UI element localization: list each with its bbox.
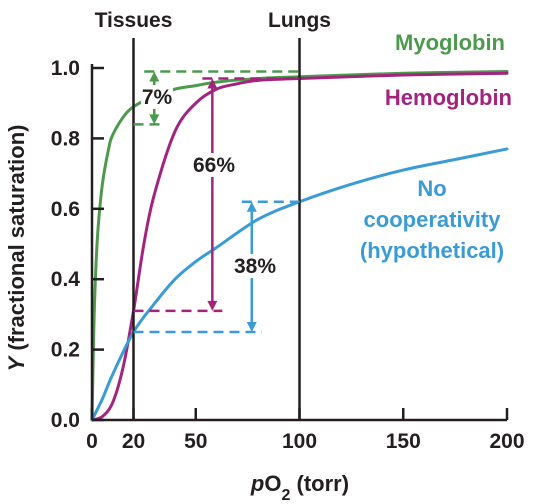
myoglobin-series-label: Myoglobin [395, 30, 505, 55]
hemoglobin-curve [90, 71, 509, 422]
x-axis-label-suffix: (torr) [290, 471, 349, 496]
labels-layer: Tissues Lungs pO2 (torr) Y (fractional satu… [4, 9, 512, 504]
x-tick-label: 0 [86, 430, 98, 453]
y-tick-label: 0.4 [51, 268, 81, 291]
y-axis-label: Y (fractional saturation) [4, 125, 29, 372]
hemoglobin-series-label: Hemoglobin [385, 85, 512, 110]
y-tick-label: 0.8 [51, 127, 81, 150]
hemoglobin-arrowhead-down [207, 300, 218, 311]
no_coop-pct-label: 38% [234, 255, 276, 278]
x-tick-label: 50 [184, 430, 207, 453]
y-axis-label-text: (fractional saturation) [4, 125, 29, 357]
no_coop-pct-bg [232, 254, 278, 278]
y-tick-label: 1.0 [51, 57, 80, 80]
myoglobin-pct-label: 7% [142, 86, 173, 109]
y-tick-label: 0.6 [51, 198, 80, 221]
x-axis-label-main: O [264, 471, 281, 496]
myoglobin-arrowhead-down [149, 114, 160, 125]
myoglobin-arrowhead-up [149, 71, 160, 82]
no_coop-curve [90, 147, 509, 422]
lungs-label: Lungs [268, 9, 331, 32]
myoglobin-pct-bg [141, 85, 173, 109]
x-tick-label: 200 [489, 430, 524, 453]
hemoglobin-pct-bg [191, 153, 237, 177]
no_coop-arrowhead-up [246, 201, 257, 212]
x-tick-label: 20 [122, 430, 145, 453]
x-axis-label-prefix: p [250, 471, 264, 496]
x-tick-label: 150 [386, 430, 421, 453]
no_coop-series-label: cooperativity [364, 207, 502, 232]
tissues-label: Tissues [95, 9, 173, 32]
annotations-layer: 7% 66% 38% [133, 70, 300, 334]
hemoglobin-arrowhead-up [207, 78, 218, 89]
axes-layer: 0 20 50 100 150 200 0.0 0.2 0.4 0.6 0.8 1.0 [51, 57, 525, 453]
x-axis-label-subscript: 2 [282, 487, 291, 504]
no_coop-series-label: No [417, 176, 446, 201]
no_coop-arrowhead-down [246, 322, 257, 332]
x-axis-label: pO2 (torr) [250, 471, 349, 504]
no_coop-series-label: (hypothetical) [360, 238, 504, 263]
reference-lines-layer [132, 38, 301, 420]
x-tick-label: 100 [282, 430, 317, 453]
y-tick-label: 0.0 [51, 409, 80, 432]
y-tick-label: 0.2 [51, 339, 80, 362]
y-axis-label-symbol: Y [4, 354, 29, 371]
hemoglobin-pct-label: 66% [193, 154, 235, 177]
